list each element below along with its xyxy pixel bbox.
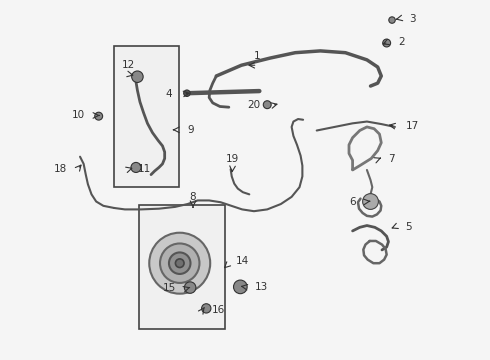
- Text: 10: 10: [73, 111, 85, 121]
- Text: 17: 17: [406, 121, 419, 131]
- Text: 18: 18: [53, 164, 67, 174]
- Bar: [114, 45, 179, 187]
- Circle shape: [234, 280, 247, 294]
- Circle shape: [184, 90, 190, 96]
- Text: 8: 8: [190, 192, 196, 202]
- Text: 3: 3: [409, 14, 416, 24]
- Text: 9: 9: [187, 125, 194, 135]
- Circle shape: [175, 259, 184, 267]
- Circle shape: [149, 233, 210, 294]
- Text: 1: 1: [254, 51, 261, 61]
- Circle shape: [160, 243, 199, 283]
- Text: 20: 20: [247, 100, 260, 111]
- Circle shape: [169, 252, 191, 274]
- Bar: [139, 205, 225, 329]
- Text: 7: 7: [388, 154, 394, 164]
- Circle shape: [363, 194, 378, 210]
- Circle shape: [95, 112, 102, 120]
- Text: 15: 15: [163, 283, 176, 293]
- Circle shape: [263, 101, 271, 109]
- Text: 16: 16: [212, 305, 225, 315]
- Text: 6: 6: [349, 197, 356, 207]
- Text: 19: 19: [226, 154, 239, 164]
- Text: 12: 12: [122, 60, 135, 70]
- Circle shape: [184, 282, 196, 293]
- Circle shape: [201, 304, 211, 313]
- Text: 13: 13: [255, 282, 269, 292]
- Text: 4: 4: [166, 89, 172, 99]
- Text: 2: 2: [398, 37, 405, 47]
- Circle shape: [131, 162, 141, 172]
- Circle shape: [389, 17, 395, 23]
- Text: 5: 5: [406, 222, 412, 231]
- Circle shape: [132, 71, 143, 82]
- Text: 11: 11: [137, 164, 150, 174]
- Text: 14: 14: [236, 256, 249, 266]
- Circle shape: [383, 39, 391, 47]
